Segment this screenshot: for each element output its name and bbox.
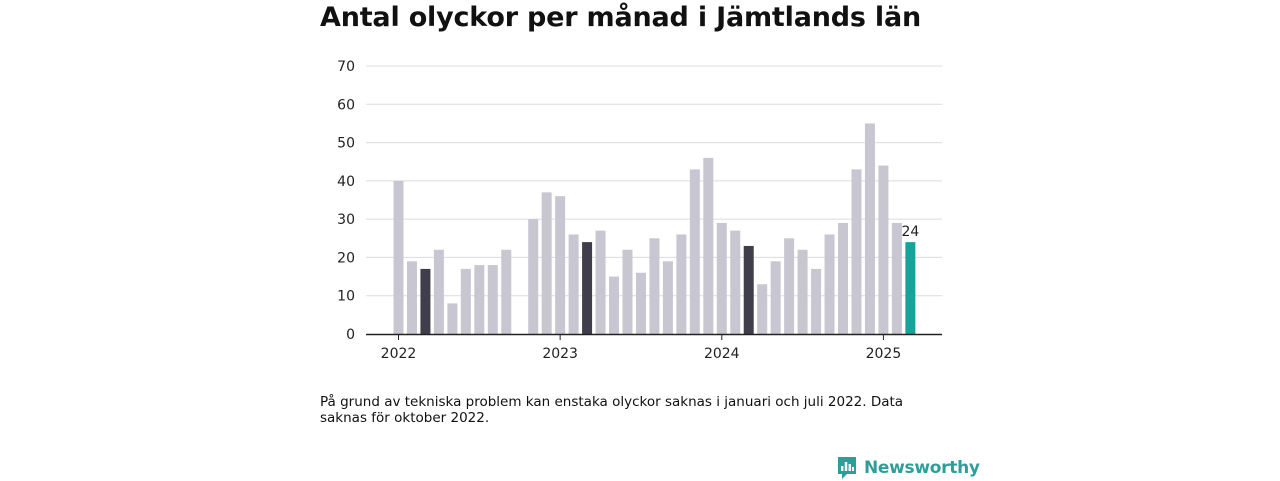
bar-2023-12	[703, 157, 714, 334]
bar-2025-01	[878, 165, 889, 334]
bar-2022-05	[447, 303, 458, 334]
y-axis-ticks: 0 10 20 30 40 50 60 70	[337, 59, 355, 343]
bar-2024-12	[864, 123, 875, 334]
x-tick-label: 2025	[866, 346, 902, 362]
footnote: På grund av tekniska problem kan enstaka…	[320, 394, 904, 426]
x-axis-ticks: 2022 2023 2024 2025	[381, 334, 902, 362]
y-tick-label: 70	[337, 59, 355, 75]
x-tick-label: 2024	[704, 346, 740, 362]
newsworthy-logo-icon	[838, 457, 856, 479]
bar-2023-09	[662, 261, 673, 334]
bar-2025-02	[891, 222, 902, 334]
brand-logo[interactable]: Newsworthy	[836, 455, 980, 481]
bar-2024-01	[716, 222, 727, 334]
bar-2024-11	[851, 169, 862, 334]
bar-2023-05	[609, 276, 620, 334]
bar-2022-09	[501, 249, 512, 334]
bar-chart: 0 10 20 30 40 50 60 70 2022 2023 2024 2025 24	[337, 59, 942, 362]
brand-name: Newsworthy	[864, 458, 980, 478]
bar-2024-04	[757, 284, 768, 334]
bar-2023-04	[595, 230, 606, 334]
bar-2022-08	[487, 265, 498, 334]
chart-title: Antal olyckor per månad i Jämtlands län	[320, 2, 922, 33]
bar-2022-07	[474, 265, 485, 334]
data-labels: 24	[901, 224, 919, 240]
bar-2022-11	[528, 219, 539, 334]
bar-2025-03	[905, 242, 916, 334]
y-tick-label: 20	[337, 250, 355, 266]
y-tick-label: 30	[337, 212, 355, 228]
bar-2022-01	[393, 180, 404, 334]
bar-2024-02	[730, 230, 741, 334]
x-tick-label: 2022	[381, 346, 417, 362]
bar-2023-01	[555, 196, 566, 334]
bar-2022-02	[406, 261, 417, 334]
bar-2024-09	[824, 234, 835, 334]
bar-2024-06	[784, 238, 795, 334]
bar-2022-12	[541, 192, 552, 334]
y-tick-label: 40	[337, 174, 355, 190]
y-tick-label: 10	[337, 289, 355, 305]
bar-2022-04	[433, 249, 444, 334]
bar-2023-07	[635, 272, 646, 334]
bar-2023-03	[582, 242, 593, 334]
x-tick-label: 2023	[542, 346, 578, 362]
bar-2023-10	[676, 234, 687, 334]
bar-2022-06	[460, 268, 471, 334]
bar-2023-06	[622, 249, 633, 334]
bar-2024-10	[838, 222, 849, 334]
y-tick-label: 0	[346, 327, 355, 343]
bar-2024-03	[743, 245, 754, 334]
bar-2022-03	[420, 268, 431, 334]
bars	[393, 123, 916, 334]
bar-2023-08	[649, 238, 660, 334]
bar-2024-07	[797, 249, 808, 334]
y-tick-label: 60	[337, 97, 355, 113]
bar-2024-05	[770, 261, 781, 334]
y-tick-label: 50	[337, 136, 355, 152]
data-label: 24	[901, 224, 919, 240]
bar-2023-11	[689, 169, 700, 334]
bar-2023-02	[568, 234, 579, 334]
bar-2024-08	[811, 268, 822, 334]
